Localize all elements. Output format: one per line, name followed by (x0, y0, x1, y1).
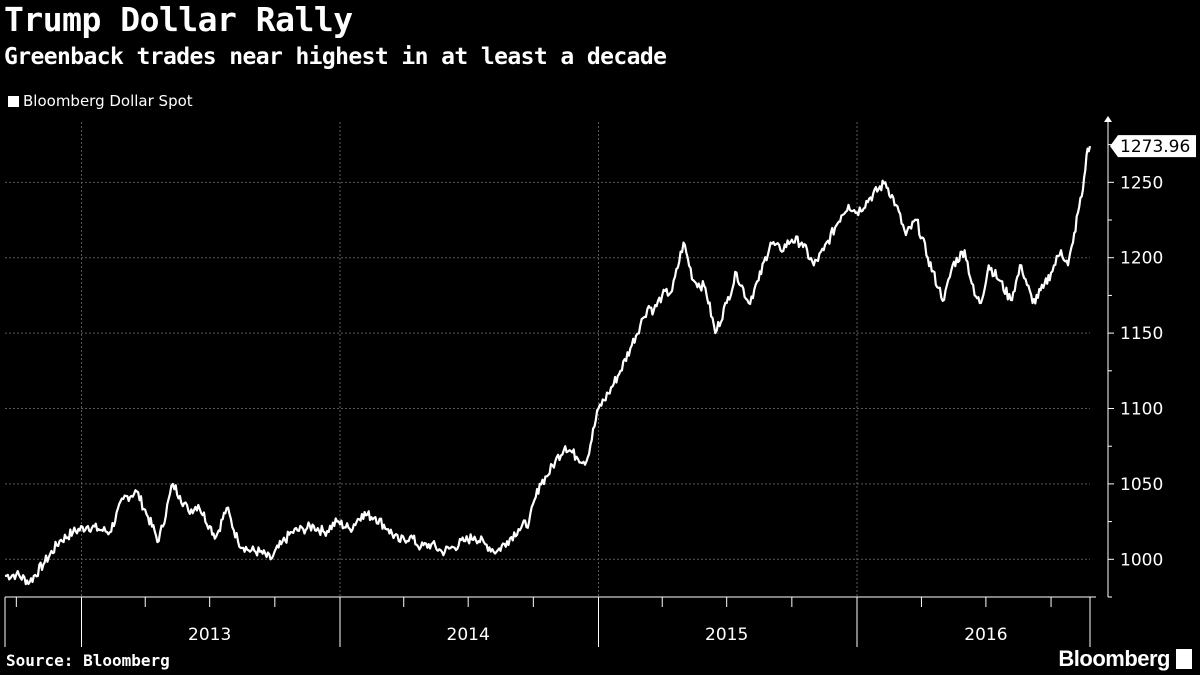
y-tick-label: 1150 (1120, 324, 1163, 344)
y-tick-label: 1100 (1120, 400, 1163, 420)
last-value-tag (1110, 135, 1196, 158)
x-year-label: 2015 (705, 625, 748, 645)
chart-title: Trump Dollar Rally (4, 0, 353, 39)
chart-subtitle: Greenback trades near highest in at leas… (4, 44, 667, 70)
y-tick-label: 1200 (1120, 249, 1163, 269)
x-year-label: 2013 (188, 625, 231, 645)
bloomberg-logo: Bloomberg (1058, 646, 1192, 672)
y-tick-label: 1050 (1120, 475, 1163, 495)
series-line-bloomberg-dollar-spot (4, 145, 1092, 586)
y-tick-label: 1000 (1120, 550, 1163, 570)
x-year-label: 2014 (447, 625, 490, 645)
logo-text: Bloomberg (1058, 646, 1170, 671)
bloomberg-mark-icon (1176, 649, 1192, 669)
legend-label: Bloomberg Dollar Spot (23, 92, 193, 110)
y-tick-label: 1250 (1120, 173, 1163, 193)
last-value-label: 1273.96 (1120, 137, 1190, 157)
y-axis-arrow-icon (1104, 116, 1112, 122)
x-year-label: 2016 (964, 625, 1007, 645)
source-note: Source: Bloomberg (6, 651, 170, 670)
legend: Bloomberg Dollar Spot (8, 92, 193, 110)
legend-swatch (8, 95, 19, 107)
